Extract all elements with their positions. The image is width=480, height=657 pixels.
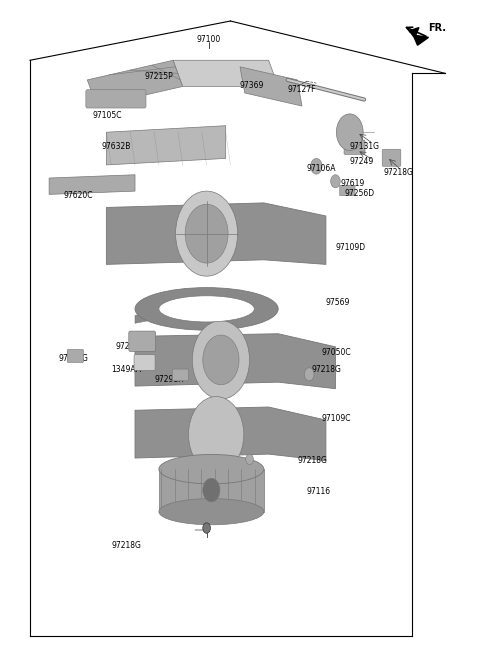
Circle shape xyxy=(246,454,253,464)
Text: 97569: 97569 xyxy=(326,298,350,307)
FancyBboxPatch shape xyxy=(134,355,155,371)
FancyBboxPatch shape xyxy=(344,140,365,154)
Circle shape xyxy=(185,204,228,263)
FancyBboxPatch shape xyxy=(172,369,189,381)
Text: 97105C: 97105C xyxy=(92,111,121,120)
Circle shape xyxy=(192,321,250,399)
Polygon shape xyxy=(49,175,135,194)
Text: 1349AA: 1349AA xyxy=(111,365,141,374)
Text: 97109D: 97109D xyxy=(336,243,366,252)
Polygon shape xyxy=(135,309,168,323)
Circle shape xyxy=(203,523,210,533)
Polygon shape xyxy=(107,125,226,165)
Text: 97106A: 97106A xyxy=(307,164,336,173)
Text: 97218G: 97218G xyxy=(383,168,413,177)
Text: 97100: 97100 xyxy=(197,35,221,44)
Text: 97218G: 97218G xyxy=(312,365,341,374)
Ellipse shape xyxy=(159,499,264,525)
Polygon shape xyxy=(173,60,278,87)
Text: 97218G: 97218G xyxy=(297,456,327,465)
Text: 97249: 97249 xyxy=(350,157,374,166)
Text: 97235K: 97235K xyxy=(116,342,145,351)
Circle shape xyxy=(331,175,340,188)
Text: 97050C: 97050C xyxy=(321,348,351,357)
Text: 97291H: 97291H xyxy=(154,375,184,384)
Circle shape xyxy=(311,158,322,174)
Circle shape xyxy=(336,114,363,150)
FancyBboxPatch shape xyxy=(340,185,355,196)
Polygon shape xyxy=(135,407,326,461)
Circle shape xyxy=(189,397,244,472)
FancyBboxPatch shape xyxy=(129,331,156,351)
FancyBboxPatch shape xyxy=(86,90,146,108)
Text: 97256D: 97256D xyxy=(345,189,375,198)
Text: 97116: 97116 xyxy=(307,487,331,496)
Polygon shape xyxy=(409,28,429,45)
Text: 97632B: 97632B xyxy=(102,142,131,151)
FancyBboxPatch shape xyxy=(382,149,401,166)
Circle shape xyxy=(176,191,238,276)
Text: 97109C: 97109C xyxy=(321,415,350,423)
Circle shape xyxy=(203,478,220,502)
Text: 97127F: 97127F xyxy=(288,85,316,93)
Text: 97218G: 97218G xyxy=(59,354,88,363)
Polygon shape xyxy=(135,334,336,389)
Polygon shape xyxy=(107,203,326,264)
Ellipse shape xyxy=(135,288,278,330)
Polygon shape xyxy=(87,60,183,106)
Text: 97619: 97619 xyxy=(340,179,364,188)
Ellipse shape xyxy=(159,455,264,484)
Text: 97218G: 97218G xyxy=(111,541,141,550)
Circle shape xyxy=(203,335,239,385)
Polygon shape xyxy=(159,469,264,512)
Text: 97369: 97369 xyxy=(240,81,264,89)
FancyBboxPatch shape xyxy=(67,350,84,363)
Text: FR.: FR. xyxy=(429,22,446,33)
Text: 97215P: 97215P xyxy=(144,72,173,81)
Text: 97131G: 97131G xyxy=(350,142,380,151)
Text: 97620C: 97620C xyxy=(63,191,93,200)
Polygon shape xyxy=(240,67,302,106)
Circle shape xyxy=(304,368,314,381)
Ellipse shape xyxy=(159,296,254,322)
